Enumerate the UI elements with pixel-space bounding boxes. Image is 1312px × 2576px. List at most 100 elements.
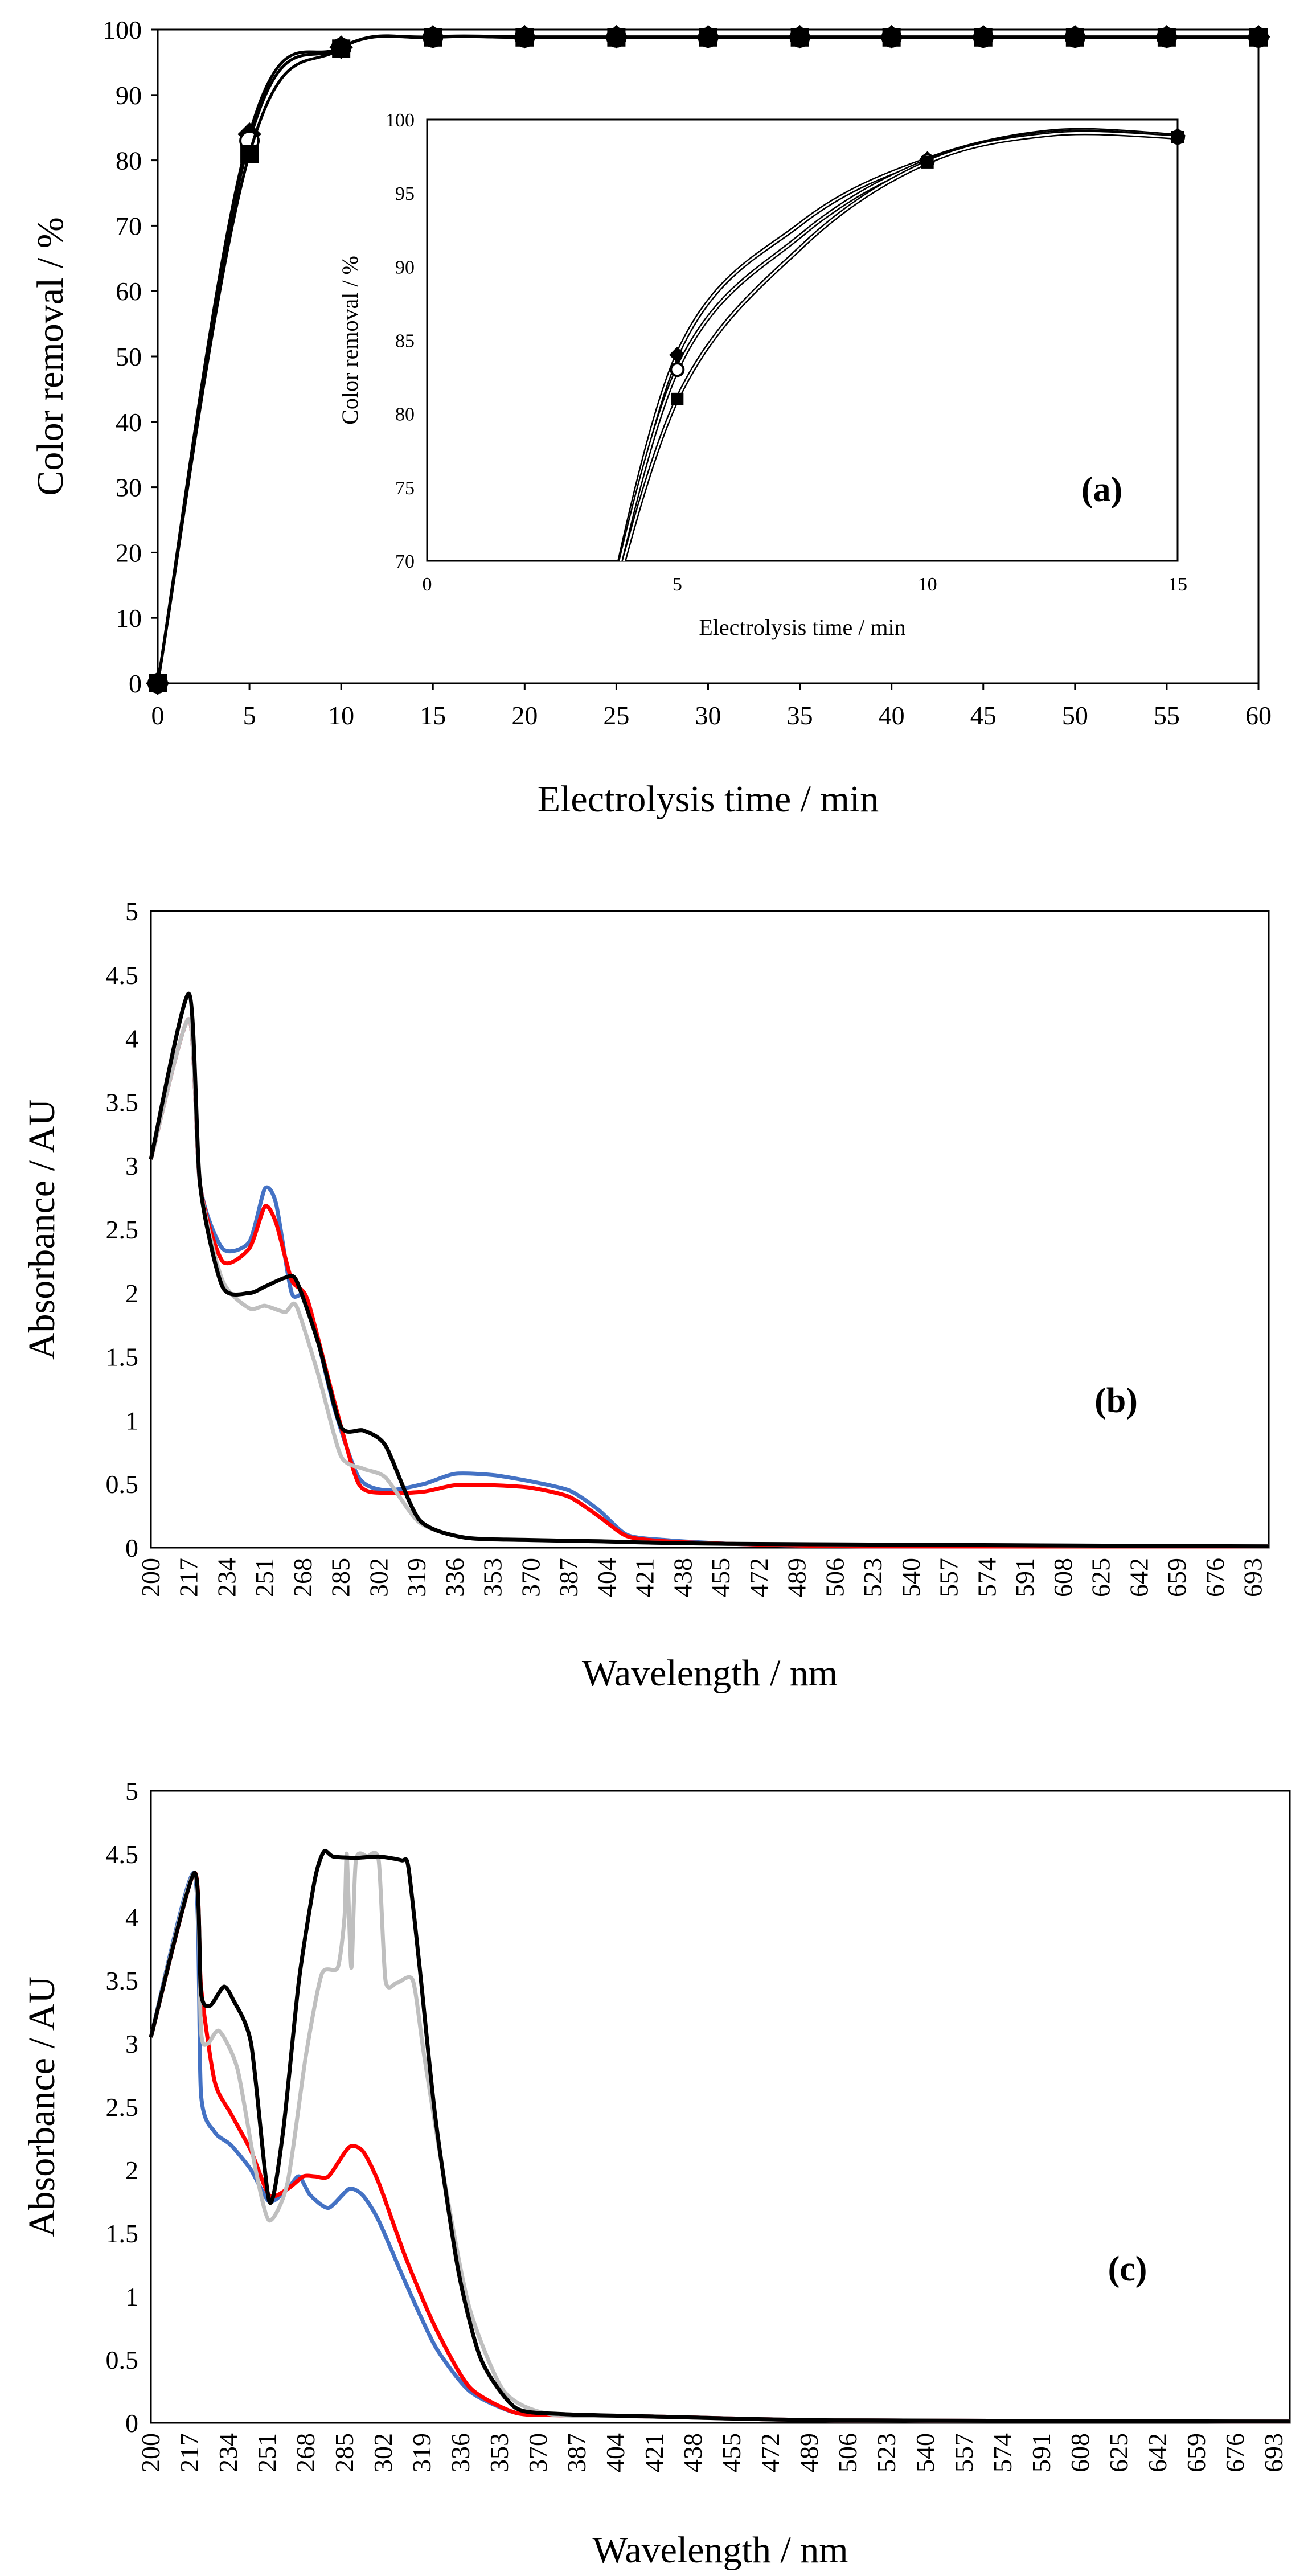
chart-a-inset-x-tick-label: 0 (423, 574, 432, 595)
chart-a-x-tick-label: 35 (787, 701, 813, 730)
chart-a-x-tick-label: 20 (511, 701, 538, 730)
chart-c-y-tick-label: 1 (125, 2282, 138, 2311)
chart-a-inset-y-tick-label: 90 (395, 257, 415, 278)
chart-c-y-tick-label: 1.5 (106, 2219, 139, 2248)
chart-b-x-tick-label: 608 (1048, 1558, 1077, 1597)
chart-a-series-square-point (790, 28, 809, 47)
chart-a-y-tick-label: 60 (116, 277, 142, 306)
chart-b-x-tick-label: 455 (706, 1558, 735, 1597)
chart-a-y-tick-label: 90 (116, 81, 142, 110)
chart-a-y-tick-label: 100 (102, 15, 142, 44)
chart-c-x-axis-title: Wavelength / nm (592, 2529, 848, 2571)
chart-a-y-tick-label: 50 (116, 342, 142, 371)
chart-c-panel-label: (c) (1108, 2250, 1147, 2288)
chart-a-y-tick-label: 70 (116, 211, 142, 240)
chart-c-x-tick-label: 472 (756, 2433, 785, 2472)
chart-a-series-square-point (149, 674, 167, 692)
chart-c-x-tick-label: 489 (794, 2433, 823, 2472)
chart-a-y-tick-label: 80 (116, 146, 142, 175)
chart-a-x-tick-label: 60 (1245, 701, 1272, 730)
chart-c-series-black-line (149, 1849, 1290, 2424)
chart-b-x-tick-label: 319 (402, 1558, 431, 1597)
chart-b-panel-label: (b) (1094, 1381, 1138, 1420)
chart-a-inset-series-square-point (921, 155, 934, 169)
chart-a-series-square-point (240, 145, 259, 163)
chart-a-x-tick-label: 50 (1062, 701, 1088, 730)
chart-b-y-tick-label: 2.5 (106, 1215, 139, 1244)
chart-a-inset-y-tick-label: 85 (395, 331, 415, 352)
chart-c-x-tick-label: 608 (1065, 2433, 1094, 2472)
chart-c-x-tick-label: 676 (1220, 2433, 1249, 2472)
chart-a-series-square-point (882, 28, 901, 47)
chart-b-x-tick-label: 268 (288, 1558, 317, 1597)
chart-c-x-tick-label: 200 (136, 2433, 165, 2472)
chart-a-inset-background (410, 85, 1206, 635)
chart-b-y-tick-label: 3 (125, 1151, 138, 1180)
chart-a-inset-series-square-line-core (622, 132, 1178, 561)
chart-a-x-tick-label: 15 (420, 701, 446, 730)
chart-c-y-tick-label: 3 (125, 2029, 138, 2058)
chart-a-x-tick-label: 40 (879, 701, 905, 730)
chart-a-series-square-point (699, 28, 718, 47)
chart-c-x-tick-label: 285 (330, 2433, 359, 2472)
chart-b-x-tick-label: 217 (174, 1558, 203, 1597)
chart-a-series-square-point (515, 28, 534, 47)
chart-a-series-square-point (1249, 28, 1268, 47)
chart-c-y-tick-label: 5 (125, 1777, 138, 1806)
chart-b-x-tick-label: 625 (1086, 1558, 1116, 1597)
chart-c-x-tick-label: 268 (291, 2433, 320, 2472)
chart-c-x-tick-label: 302 (368, 2433, 397, 2472)
chart-b-x-tick-label: 506 (820, 1558, 849, 1597)
chart-c-x-tick-label: 370 (523, 2433, 552, 2472)
chart-c-y-tick-label: 4.5 (106, 1840, 139, 1869)
chart-b-y-axis-title: Absorbance / AU (21, 1099, 63, 1360)
chart-a-y-tick-label: 30 (116, 473, 142, 502)
chart-c-x-tick-label: 506 (833, 2433, 862, 2472)
chart-b-x-tick-label: 404 (592, 1558, 621, 1597)
chart-b-series-black-line (149, 991, 1269, 1549)
chart-c-y-tick-label: 0.5 (106, 2345, 139, 2374)
chart-a-y-tick-label: 20 (116, 538, 142, 567)
chart-a-series-square-point (607, 28, 626, 47)
chart-b-frame (150, 910, 1270, 1549)
chart-b-x-tick-label: 540 (896, 1558, 925, 1597)
chart-a-x-tick-label: 10 (328, 701, 354, 730)
chart-a-panel-label: (a) (1081, 470, 1122, 509)
chart-c-x-tick-label: 659 (1182, 2433, 1211, 2472)
chart-c-x-tick-label: 336 (446, 2433, 475, 2472)
chart-c-y-tick-label: 4 (125, 1903, 138, 1932)
chart-c-x-tick-label: 625 (1104, 2433, 1133, 2472)
chart-b-y-tick-label: 0.5 (106, 1470, 139, 1499)
chart-c: 0 0.5 1 1.5 2 2.5 3 3.5 4 4.5 5 200 217 234 251 268 285 3… (21, 1777, 1291, 2571)
chart-a-y-tick-label: 40 (116, 408, 142, 437)
chart-c-x-tick-label: 574 (988, 2433, 1017, 2472)
chart-b-y-tick-label: 1 (125, 1406, 138, 1435)
chart-a-y-tick-label: 0 (129, 669, 142, 698)
chart-a-x-tick-label: 55 (1154, 701, 1180, 730)
chart-b-x-axis-title: Wavelength / nm (582, 1652, 838, 1694)
chart-c-x-tick-label: 523 (872, 2433, 901, 2472)
chart-c-x-tick-label: 319 (407, 2433, 436, 2472)
chart-c-x-tick-label: 387 (562, 2433, 591, 2472)
chart-a-x-axis-title: Electrolysis time / min (538, 778, 879, 820)
chart-b-series-red-line (149, 1017, 1269, 1549)
chart-b-x-tick-label: 234 (212, 1558, 241, 1597)
chart-a-x-tick-label: 5 (243, 701, 256, 730)
chart-b-x-tick-label: 523 (858, 1558, 887, 1597)
chart-a-series-square-point (424, 28, 442, 47)
chart-a-inset-series-square-point (671, 392, 684, 405)
chart-c-y-axis-title: Absorbance / AU (21, 1976, 63, 2237)
chart-c-x-tick-label: 421 (639, 2433, 669, 2472)
chart-b-x-tick-label: 693 (1239, 1558, 1268, 1597)
chart-b-x-tick-label: 659 (1162, 1558, 1191, 1597)
chart-c-series-blue-line (149, 1871, 1290, 2424)
chart-b-y-tick-label: 0 (125, 1533, 138, 1562)
chart-b-x-tick-label: 642 (1124, 1558, 1153, 1597)
chart-b-x-tick-label: 591 (1010, 1558, 1039, 1597)
chart-b-x-tick-label: 200 (136, 1558, 165, 1597)
chart-b-y-tick-label: 4 (125, 1024, 138, 1053)
chart-a-x-tick-label: 0 (151, 701, 165, 730)
chart-b-y-tick-label: 3.5 (106, 1088, 139, 1117)
chart-a-y-tick-label: 10 (116, 604, 142, 633)
